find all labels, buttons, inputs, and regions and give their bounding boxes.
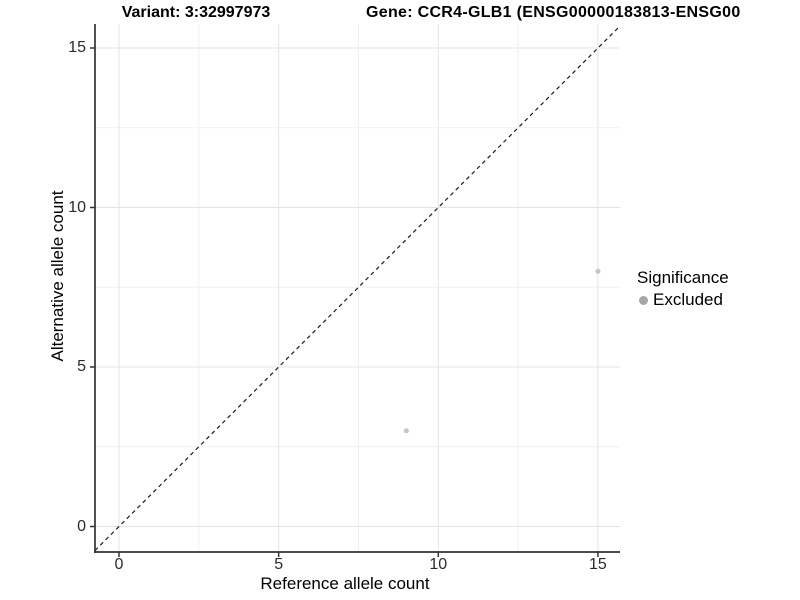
legend: Significance Excluded [637, 268, 729, 310]
x-tick-label-5: 5 [274, 556, 284, 573]
legend-point-icon [639, 295, 648, 305]
y-axis-title: Alternative allele count [48, 190, 67, 362]
x-tick-label-0: 0 [114, 556, 124, 573]
x-axis-title: Reference allele count [260, 574, 430, 593]
y-tick-label-10: 10 [68, 198, 86, 216]
legend-item-excluded: Excluded [639, 290, 729, 310]
gene-title: Gene: CCR4-GLB1 (ENSG00000183813-ENSG00 [366, 4, 741, 21]
y-tick-label-0: 0 [77, 517, 86, 535]
y-tick-label-15: 15 [68, 39, 86, 56]
legend-item-label: Excluded [653, 290, 723, 309]
data-point [595, 268, 601, 274]
legend-title: Significance [637, 268, 729, 287]
data-point [403, 428, 409, 434]
variant-title: Variant: 3:32997973 [121, 4, 271, 21]
identity-line [94, 25, 621, 551]
x-tick-label-10: 10 [429, 556, 448, 573]
x-tick-label-15: 15 [589, 556, 607, 573]
y-tick-label-5: 5 [77, 358, 86, 375]
